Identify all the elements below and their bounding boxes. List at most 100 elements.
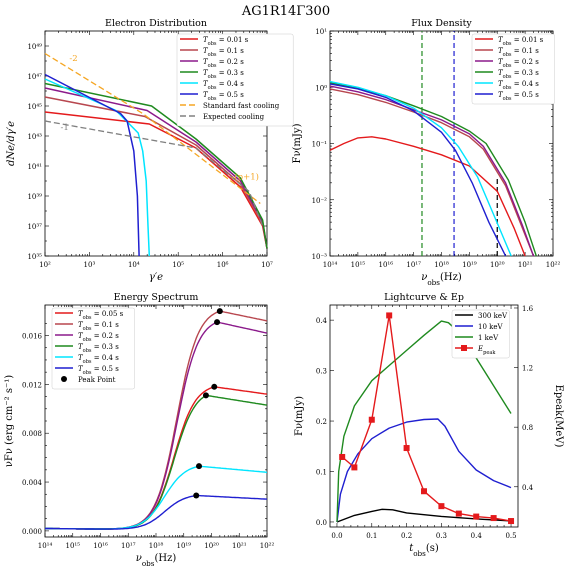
lightcurve-y2tick-label: 1.6 (522, 305, 534, 313)
energy-spectrum-xtick-label: 10¹⁹ (176, 542, 191, 550)
energy-spectrum-xtick-label: 10²⁰ (204, 542, 219, 550)
lightcurve-y2tick-label: 0.4 (522, 484, 534, 492)
lightcurve-xtick-label: 0.5 (505, 532, 516, 540)
lightcurve-xtick-label: 0.4 (471, 532, 483, 540)
lightcurve-y2tick-label: 1.2 (522, 365, 533, 373)
lightcurve-legend-label: 10 keV (478, 323, 504, 331)
energy-spectrum-xtick-label: 10¹⁴ (38, 542, 53, 550)
electron-dist-xtick-label: 10⁶ (217, 261, 229, 269)
electron-dist-series-line (44, 82, 268, 249)
flux-density-xtick-label: 10¹⁸ (434, 261, 449, 269)
electron-dist-series-line (44, 78, 151, 257)
lightcurve-epeak-marker (490, 515, 497, 522)
electron-dist-ytick-label: 10⁴³ (27, 133, 42, 141)
energy-spectrum-legend-label: Peak Point (78, 376, 116, 384)
flux-density-series-line (329, 82, 537, 257)
lightcurve-epeak-marker (403, 445, 410, 452)
energy-spectrum-legend-label: Tobs = 0.5 s (78, 365, 119, 376)
flux-density-ytick-label: 10⁻² (312, 197, 328, 205)
flux-density-series-line (329, 88, 535, 257)
energy-spectrum-ytick-label: 0.008 (22, 430, 42, 438)
lightcurve-epeak-marker (386, 312, 393, 319)
lightcurve-xtick-label: 0.1 (366, 532, 377, 540)
electron-dist-title: Electron Distribution (105, 18, 207, 29)
lightcurve-ytick-label: 0.2 (316, 418, 327, 426)
electron-dist-legend-label: Expected cooling (203, 113, 265, 121)
electron-dist-legend-box (176, 33, 294, 127)
lightcurve-epeak-marker (421, 488, 427, 495)
flux-density-title: Flux Density (411, 18, 472, 29)
flux-density-series-line (329, 136, 526, 257)
energy-spectrum-title: Energy Spectrum (114, 292, 199, 303)
lightcurve-ytick-label: 0.1 (316, 469, 327, 477)
energy-spectrum-ytick-label: 0.000 (22, 528, 42, 536)
electron-dist-xlabel: γ′e (149, 272, 163, 283)
energy-spectrum-ytick-label: 0.004 (22, 479, 43, 487)
energy-spectrum-peak-point (211, 383, 218, 390)
electron-dist-legend-label: Tobs = 0.5 s (203, 91, 244, 102)
lightcurve-epeak-marker (473, 513, 480, 520)
lightcurve-series-line (336, 418, 512, 523)
electron-dist-ytick-label: 10⁴⁹ (27, 43, 42, 51)
flux-density-series-line (329, 83, 507, 257)
flux-density-xtick-label: 10¹⁴ (323, 261, 338, 269)
energy-spectrum-peak-point (202, 392, 209, 399)
energy-spectrum-xtick-label: 10¹⁷ (121, 542, 136, 550)
lightcurve-xtick-label: 0.0 (331, 532, 342, 540)
flux-density-legend-label: Tobs = 0.3 s (498, 69, 539, 80)
flux-density-ytick-label: 10⁰ (315, 84, 327, 92)
electron-dist-legend-label: Tobs = 0.3 s (203, 69, 244, 80)
electron-dist-annotation: -2 (69, 54, 77, 64)
flux-density-xtick-label: 10²⁰ (490, 261, 505, 269)
flux-density-ytick-label: 10⁻³ (312, 253, 328, 261)
electron-dist-ytick-label: 10³⁵ (27, 253, 42, 261)
electron-dist-ytick-label: 10⁴¹ (27, 163, 42, 171)
flux-density-xtick-label: 10²² (546, 261, 561, 269)
lightcurve-legend-marker (461, 345, 467, 351)
energy-spectrum-xtick-label: 10¹⁶ (93, 542, 108, 550)
flux-density-xlabel: νobs(Hz) (421, 272, 462, 287)
flux-density-ytick-label: 10⁻¹ (312, 141, 328, 149)
lightcurve-xlabel: tobs(s) (409, 543, 439, 558)
energy-spectrum-xtick-label: 10¹⁵ (65, 542, 80, 550)
electron-dist-xtick-label: 10⁴ (128, 261, 140, 269)
lightcurve-epeak-marker (351, 464, 358, 471)
lightcurve-legend-label: 1 keV (478, 334, 499, 342)
electron-dist-ytick-label: 10⁴⁷ (27, 73, 42, 81)
electron-dist-xtick-label: 10² (39, 261, 51, 269)
flux-density-ytick-label: 10¹ (315, 28, 327, 36)
panel-electron-distribution: Electron Distribution 10² 10³ 10⁴ 10⁵ 10⁶ 10⁷ 1… (6, 18, 294, 283)
lightcurve-legend-label: Epeak (477, 345, 496, 356)
electron-dist-series-line (44, 120, 264, 227)
energy-spectrum-peak-point (196, 463, 203, 470)
energy-spectrum-ylabel: νFν (erg cm⁻² s⁻¹) (4, 375, 15, 467)
electron-dist-ytick-label: 10³⁹ (27, 193, 42, 201)
lightcurve-epeak-marker (368, 416, 375, 423)
flux-density-legend-label: Tobs = 0.2 s (498, 58, 539, 69)
lightcurve-epeak-marker (438, 503, 445, 510)
panel-flux-density: Flux Density 10¹⁴ 10¹⁵ 10¹⁶ 10¹⁷ 10¹⁸ 10¹⁹ 10²⁰… (292, 18, 560, 287)
energy-spectrum-xtick-label: 10²² (260, 542, 275, 550)
lightcurve-y2label: Epeak(MeV) (553, 385, 564, 448)
energy-spectrum-legend-label: Tobs = 0.3 s (78, 343, 119, 354)
electron-dist-annotation: -1 (61, 123, 69, 133)
flux-density-legend-label: Tobs = 0.4 s (498, 80, 539, 91)
lightcurve-title: Lightcurve & Ep (384, 292, 464, 303)
flux-density-legend-label: Tobs = 0.1 s (498, 47, 539, 58)
electron-dist-xtick-label: 10⁷ (261, 261, 273, 269)
energy-spectrum-peak-point (216, 308, 223, 315)
flux-density-legend-label: Tobs = 0.5 s (498, 91, 539, 102)
energy-spectrum-peak-point (193, 492, 200, 499)
figure-title: AG1R14Γ300 (241, 4, 331, 19)
flux-density-xtick-label: 10²¹ (518, 261, 533, 269)
flux-density-series-line (329, 80, 512, 257)
energy-spectrum-legend-box (51, 307, 135, 390)
lightcurve-epeak-marker (455, 510, 462, 517)
electron-dist-series-line (44, 52, 261, 205)
energy-spectrum-ytick-label: 0.016 (22, 333, 43, 341)
electron-dist-annotation: -(p+1) (231, 172, 258, 183)
lightcurve-xtick-label: 0.3 (436, 532, 447, 540)
flux-density-ylabel: Fν(mJy) (292, 123, 303, 163)
energy-spectrum-ytick-label: 0.012 (22, 381, 42, 389)
